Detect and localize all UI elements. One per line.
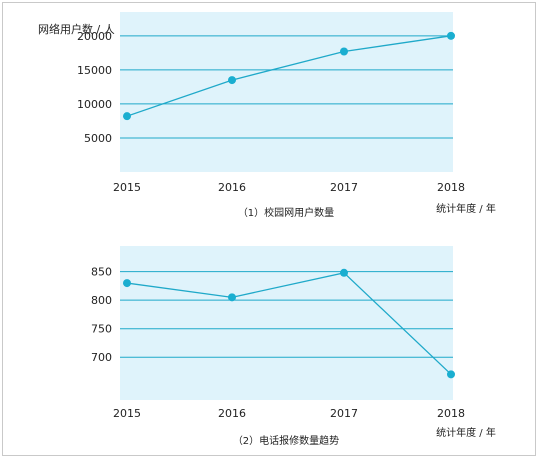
chart1-y-tick-label: 15000 [77,64,112,77]
chart2-y-tick-label: 750 [91,323,112,336]
chart1-series-line [126,35,452,117]
chart1-y-tick-label: 20000 [77,30,112,43]
chart2-y-tick-label: 850 [91,266,112,279]
chart2-x-tick-label: 2017 [330,407,358,420]
chart2-title: （2）电话报修数量趋势 [233,434,339,447]
chart2-y-tick-label: 700 [91,351,112,364]
chart1-data-point [447,31,455,40]
chart1-y-axis-label: 网络用户数 / 人 [38,22,115,36]
chart1-plot-area [120,12,453,172]
chart1-y-tick-label: 5000 [84,132,112,145]
chart2-data-point [228,293,236,302]
chart1-data-point [228,76,236,85]
chart1-x-tick-label: 2016 [218,181,246,194]
chart1-x-axis-label: 统计年度 / 年 [436,202,496,215]
chart2-x-tick-label: 2018 [437,407,465,420]
chart-layer: 5000 10000 15000 20000 2015 2016 2017 2018 700 75… [77,12,465,420]
chart1-y-tick-label: 10000 [77,98,112,111]
figure-frame [2,2,536,456]
chart2-data-point [340,268,348,277]
chart1-x-tick-label: 2015 [113,181,141,194]
chart2-y-tick-label: 800 [91,294,112,307]
chart2-x-tick-label: 2015 [113,407,141,420]
chart2-plot-area [120,246,453,400]
chart2-x-axis-label: 统计年度 / 年 [436,426,496,439]
chart1-x-tick-label: 2018 [437,181,465,194]
chart1-x-tick-label: 2017 [330,181,358,194]
chart1-title: （1）校园网用户数量 [238,206,334,219]
chart1-data-point [340,47,348,56]
chart2-x-tick-label: 2016 [218,407,246,420]
chart1-data-point [123,112,131,121]
chart2-data-point [123,279,131,288]
chart2-data-point [447,370,455,379]
chart2-series-line [126,272,452,375]
